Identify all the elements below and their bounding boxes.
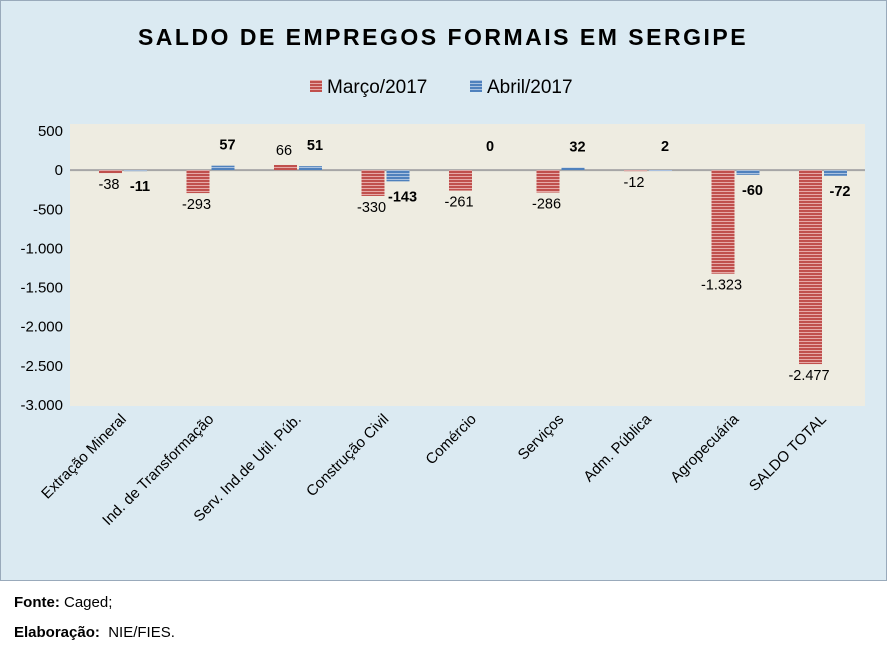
source-note: Fonte: Caged; xyxy=(14,594,112,611)
bar-marco xyxy=(186,170,210,194)
data-label-marco: -2.477 xyxy=(788,368,829,384)
data-label-abril: -143 xyxy=(388,189,417,205)
elaboration-note: Elaboração: NIE/FIES. xyxy=(14,624,175,641)
elaboration-value: NIE/FIES. xyxy=(108,624,175,641)
legend-swatch xyxy=(470,80,482,92)
legend-label: Abril/2017 xyxy=(487,77,573,98)
data-label-marco: -1.323 xyxy=(701,278,742,294)
data-label-marco: -293 xyxy=(182,197,211,213)
y-tick-label: 500 xyxy=(38,123,63,140)
bar-marco xyxy=(99,170,122,174)
elaboration-label: Elaboração: xyxy=(14,624,100,641)
data-label-marco: -330 xyxy=(357,200,386,216)
data-label-marco: -286 xyxy=(532,197,561,213)
bar-abril xyxy=(736,170,760,175)
data-label-marco: -38 xyxy=(99,177,120,193)
bar-abril xyxy=(561,167,585,171)
y-tick-label: -1.500 xyxy=(20,280,63,297)
bar-marco xyxy=(799,170,822,365)
y-tick-label: -500 xyxy=(33,201,63,218)
y-tick-label: -2.500 xyxy=(20,358,63,375)
legend: Março/2017 Abril/2017 xyxy=(310,77,573,98)
y-tick-label: -2.000 xyxy=(20,319,63,336)
bar-abril xyxy=(824,170,847,176)
source-value: Caged; xyxy=(64,594,113,611)
data-label-abril: 51 xyxy=(307,138,323,154)
plot-area xyxy=(70,124,865,406)
legend-label: Março/2017 xyxy=(327,77,427,98)
bar-marco xyxy=(361,170,385,196)
bar-abril xyxy=(124,170,147,172)
bar-marco xyxy=(711,170,735,274)
bar-marco xyxy=(624,170,647,172)
data-label-marco: 66 xyxy=(276,143,292,159)
bar-marco xyxy=(449,170,472,191)
data-label-abril: -11 xyxy=(130,179,150,195)
bar-abril xyxy=(299,166,322,171)
legend-swatch xyxy=(310,80,322,92)
data-label-abril: 0 xyxy=(486,139,494,155)
data-label-abril: 2 xyxy=(661,139,669,155)
y-tick-label: -1.000 xyxy=(20,240,63,257)
bar-marco xyxy=(274,164,297,171)
data-label-abril: -60 xyxy=(742,183,763,199)
bar-abril xyxy=(386,170,410,182)
data-label-abril: -72 xyxy=(830,184,851,200)
data-label-abril: 57 xyxy=(219,138,235,154)
data-label-abril: 32 xyxy=(569,140,585,156)
chart-svg: SALDO DE EMPREGOS FORMAIS EM SERGIPE Mar… xyxy=(0,0,887,581)
y-tick-label: 0 xyxy=(55,162,63,179)
y-tick-label: -3.000 xyxy=(20,397,63,414)
bar-marco xyxy=(536,170,560,193)
source-label: Fonte: xyxy=(14,594,60,611)
bar-abril xyxy=(649,169,672,171)
data-label-marco: -12 xyxy=(624,175,645,191)
data-label-marco: -261 xyxy=(444,195,473,211)
chart-title: SALDO DE EMPREGOS FORMAIS EM SERGIPE xyxy=(138,24,748,50)
bar-abril xyxy=(211,165,235,171)
